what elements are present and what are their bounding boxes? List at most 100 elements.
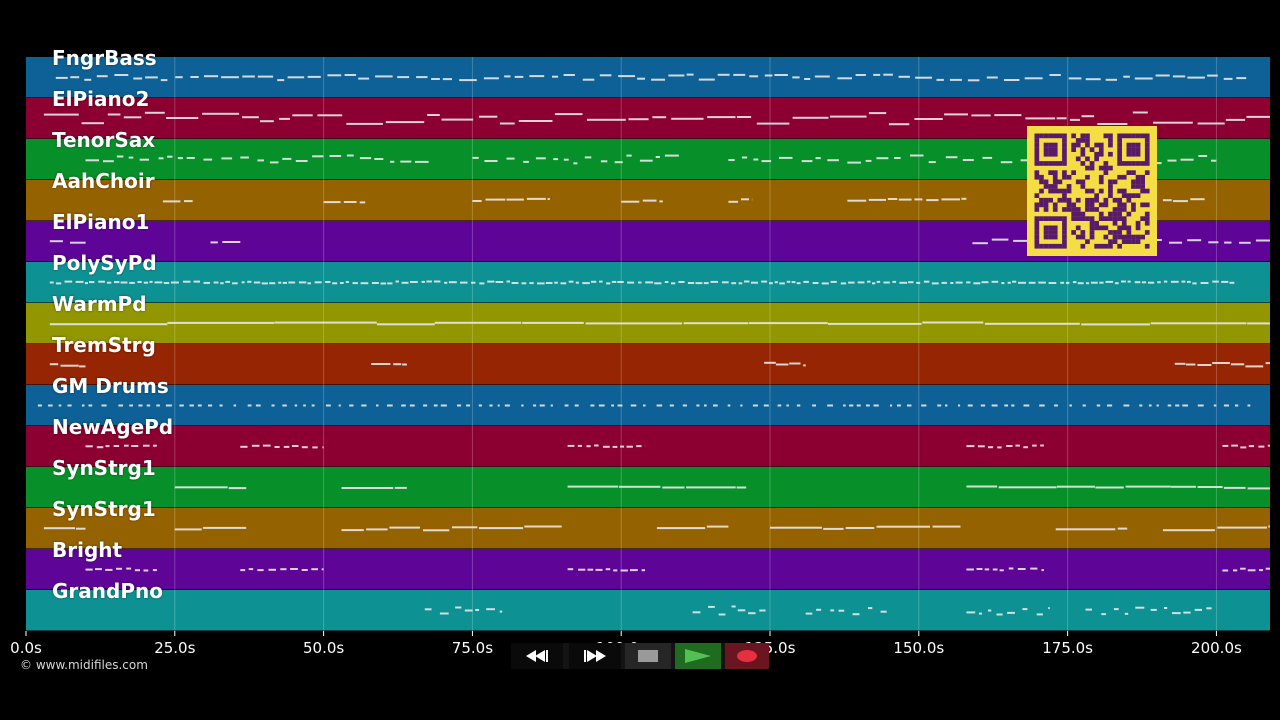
- note: [1167, 404, 1172, 407]
- qr-module: [1135, 179, 1141, 185]
- note: [756, 122, 790, 125]
- time-tick-label: 50.0s: [302, 639, 345, 657]
- note: [529, 75, 545, 78]
- stop-button[interactable]: [625, 643, 671, 669]
- note: [427, 114, 440, 116]
- note: [1007, 611, 1015, 614]
- qr-module: [1062, 147, 1067, 152]
- note: [282, 281, 287, 284]
- note: [58, 404, 62, 407]
- note: [376, 404, 379, 407]
- note: [387, 404, 393, 407]
- note: [1239, 241, 1251, 244]
- note: [868, 607, 873, 610]
- note: [966, 611, 976, 614]
- note: [982, 156, 993, 159]
- track-label: WarmPd: [52, 292, 147, 316]
- note: [290, 568, 298, 570]
- note: [257, 159, 264, 162]
- note: [1258, 445, 1265, 448]
- note: [627, 281, 635, 284]
- qr-module: [1062, 161, 1067, 166]
- qr-module: [1089, 230, 1095, 235]
- note: [327, 74, 342, 77]
- qr-module: [1108, 151, 1113, 157]
- note: [358, 77, 370, 80]
- note: [261, 282, 268, 285]
- qr-module: [1075, 179, 1081, 185]
- note: [664, 281, 669, 283]
- qr-module: [1089, 188, 1095, 194]
- note: [599, 74, 612, 77]
- note: [774, 281, 778, 284]
- rewind-button[interactable]: [511, 643, 563, 669]
- note: [547, 198, 550, 200]
- qr-module: [1144, 156, 1150, 162]
- note: [950, 282, 954, 284]
- note: [1041, 569, 1044, 572]
- note: [81, 404, 85, 407]
- note: [986, 76, 998, 79]
- note: [600, 160, 608, 163]
- note: [731, 282, 737, 285]
- note: [504, 404, 510, 407]
- note: [590, 404, 595, 407]
- note: [994, 114, 1022, 117]
- note: [85, 445, 93, 448]
- note: [202, 112, 240, 115]
- note: [728, 159, 735, 161]
- record-button[interactable]: [725, 643, 769, 669]
- note: [475, 609, 479, 611]
- qr-module: [1108, 243, 1113, 249]
- note: [143, 569, 149, 572]
- qr-module: [1121, 216, 1127, 221]
- play-button[interactable]: [675, 643, 721, 669]
- note: [1187, 76, 1205, 79]
- qr-module: [1131, 170, 1136, 175]
- note: [603, 445, 610, 448]
- note: [733, 73, 746, 76]
- qr-module: [1098, 188, 1104, 194]
- qr-module: [1080, 179, 1086, 185]
- fast-forward-button[interactable]: [569, 643, 621, 669]
- qr-module: [1103, 133, 1109, 139]
- note: [271, 404, 275, 407]
- note: [847, 161, 861, 164]
- note: [554, 113, 583, 116]
- note: [129, 281, 135, 284]
- qr-module: [1048, 184, 1053, 189]
- note: [801, 160, 813, 163]
- lane-separator: [26, 466, 1270, 468]
- qr-module: [1140, 179, 1145, 185]
- note: [210, 241, 218, 244]
- qr-module: [1112, 216, 1118, 221]
- note: [830, 280, 837, 283]
- note: [317, 114, 343, 117]
- note: [499, 610, 503, 613]
- qr-module: [1039, 216, 1044, 221]
- note: [1223, 77, 1233, 80]
- note: [1012, 280, 1017, 283]
- qr-module: [1085, 216, 1090, 221]
- qr-module: [1057, 179, 1063, 185]
- qr-module: [1112, 220, 1118, 226]
- qr-module: [1085, 133, 1090, 139]
- note: [613, 569, 618, 572]
- qr-module: [1085, 156, 1090, 162]
- note: [630, 569, 638, 572]
- note: [241, 281, 245, 284]
- qr-module: [1108, 179, 1113, 185]
- qr-module: [1144, 230, 1150, 235]
- note: [193, 280, 200, 283]
- qr-module: [1080, 147, 1086, 152]
- note: [1153, 121, 1193, 124]
- qr-module: [1103, 161, 1109, 166]
- note: [620, 569, 628, 572]
- qr-module: [1048, 234, 1053, 240]
- qr-module: [1140, 184, 1145, 189]
- note: [497, 404, 500, 407]
- note: [1247, 569, 1256, 572]
- note: [1107, 404, 1113, 407]
- qr-module: [1112, 207, 1118, 212]
- qr-module: [1121, 234, 1127, 240]
